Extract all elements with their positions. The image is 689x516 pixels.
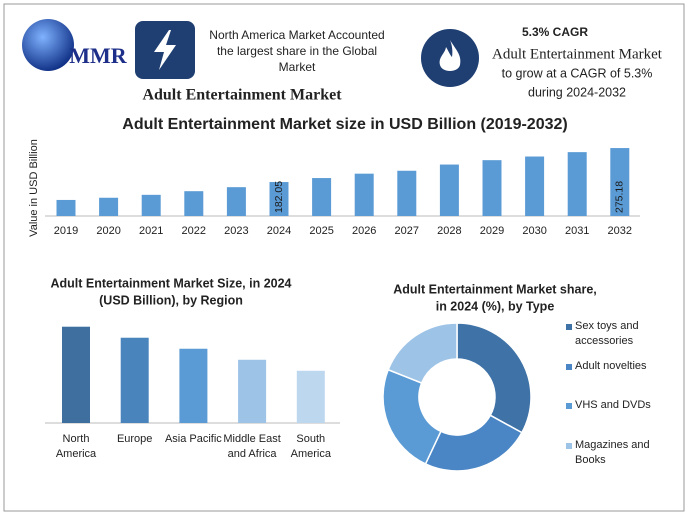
bar bbox=[397, 170, 417, 216]
logo-text: MMR bbox=[69, 43, 128, 68]
x-tick-label: Asia Pacific bbox=[164, 433, 222, 445]
legend-swatch bbox=[566, 364, 572, 370]
bar bbox=[120, 337, 149, 423]
legend-entry: VHS and DVDs bbox=[575, 399, 651, 411]
x-tick-label: 2029 bbox=[480, 225, 504, 237]
highlight-line: the largest share in the Global bbox=[217, 44, 377, 58]
legend-swatch bbox=[566, 443, 572, 449]
x-tick-label: 2024 bbox=[267, 225, 291, 237]
data-label: 275.18 bbox=[614, 181, 626, 213]
bar bbox=[226, 187, 246, 216]
chart-title: Adult Entertainment Market share, bbox=[393, 282, 597, 296]
x-tick-label: 2019 bbox=[54, 225, 78, 237]
x-tick-label: 2023 bbox=[224, 225, 248, 237]
bar bbox=[525, 156, 545, 216]
x-tick-label: 2027 bbox=[395, 225, 419, 237]
bar bbox=[141, 194, 161, 216]
header-title: Adult Entertainment Market bbox=[142, 87, 342, 104]
bar bbox=[296, 370, 325, 423]
highlight-line: Market bbox=[279, 60, 316, 74]
bar bbox=[439, 164, 459, 216]
chart-title: Adult Entertainment Market Size, in 2024 bbox=[50, 276, 291, 290]
bar bbox=[184, 191, 204, 216]
logo-globe bbox=[22, 19, 74, 71]
x-tick-label: 2028 bbox=[437, 225, 461, 237]
x-tick-label: Europe bbox=[116, 433, 153, 445]
legend-swatch bbox=[566, 324, 572, 330]
x-tick-label: 2020 bbox=[96, 225, 120, 237]
donut-slice bbox=[387, 322, 458, 384]
x-tick-label: 2032 bbox=[608, 225, 632, 237]
x-tick-label: 2031 bbox=[565, 225, 589, 237]
chart-title: in 2024 (%), by Type bbox=[436, 299, 555, 313]
chart-title: (USD Billion), by Region bbox=[99, 293, 243, 307]
y-axis-label: Value in USD Billion bbox=[28, 139, 40, 237]
bar bbox=[62, 326, 90, 423]
bar bbox=[99, 197, 119, 216]
bar bbox=[269, 182, 289, 216]
cagr-label: 5.3% CAGR bbox=[522, 25, 588, 39]
chart-title: Adult Entertainment Market size in USD B… bbox=[122, 116, 567, 133]
highlight-line: North America Market Accounted bbox=[209, 28, 384, 42]
legend-entry: Adult novelties bbox=[575, 360, 647, 372]
bar bbox=[482, 160, 502, 216]
legend-entry: Sex toys and accessories bbox=[575, 320, 639, 347]
cagr-line: during 2024-2032 bbox=[528, 85, 626, 99]
donut-slice bbox=[456, 322, 532, 434]
flame bbox=[439, 40, 461, 71]
bar bbox=[56, 199, 76, 216]
bar bbox=[179, 348, 208, 423]
x-tick-label: 2022 bbox=[182, 225, 206, 237]
donut-slice bbox=[382, 368, 442, 465]
x-tick-label: 2026 bbox=[352, 225, 376, 237]
x-tick-label: North America bbox=[55, 433, 97, 460]
bar bbox=[354, 173, 374, 216]
x-tick-label: Middle East and Africa bbox=[223, 433, 281, 460]
x-tick-label: 2025 bbox=[309, 225, 333, 237]
cagr-line: Adult Entertainment Market bbox=[492, 46, 663, 62]
data-label: 182.05 bbox=[273, 181, 285, 213]
x-tick-label: South America bbox=[290, 433, 331, 460]
legend-entry: Magazines and Books bbox=[575, 439, 650, 466]
bar bbox=[567, 152, 587, 216]
x-tick-label: 2030 bbox=[522, 225, 546, 237]
bolt bbox=[154, 30, 176, 70]
frame bbox=[3, 3, 685, 512]
bar bbox=[312, 178, 332, 216]
bar bbox=[610, 148, 630, 216]
cagr-line: to grow at a CAGR of 5.3% bbox=[502, 66, 653, 80]
legend-swatch bbox=[566, 403, 572, 409]
bar bbox=[238, 359, 267, 423]
x-tick-label: 2021 bbox=[139, 225, 163, 237]
